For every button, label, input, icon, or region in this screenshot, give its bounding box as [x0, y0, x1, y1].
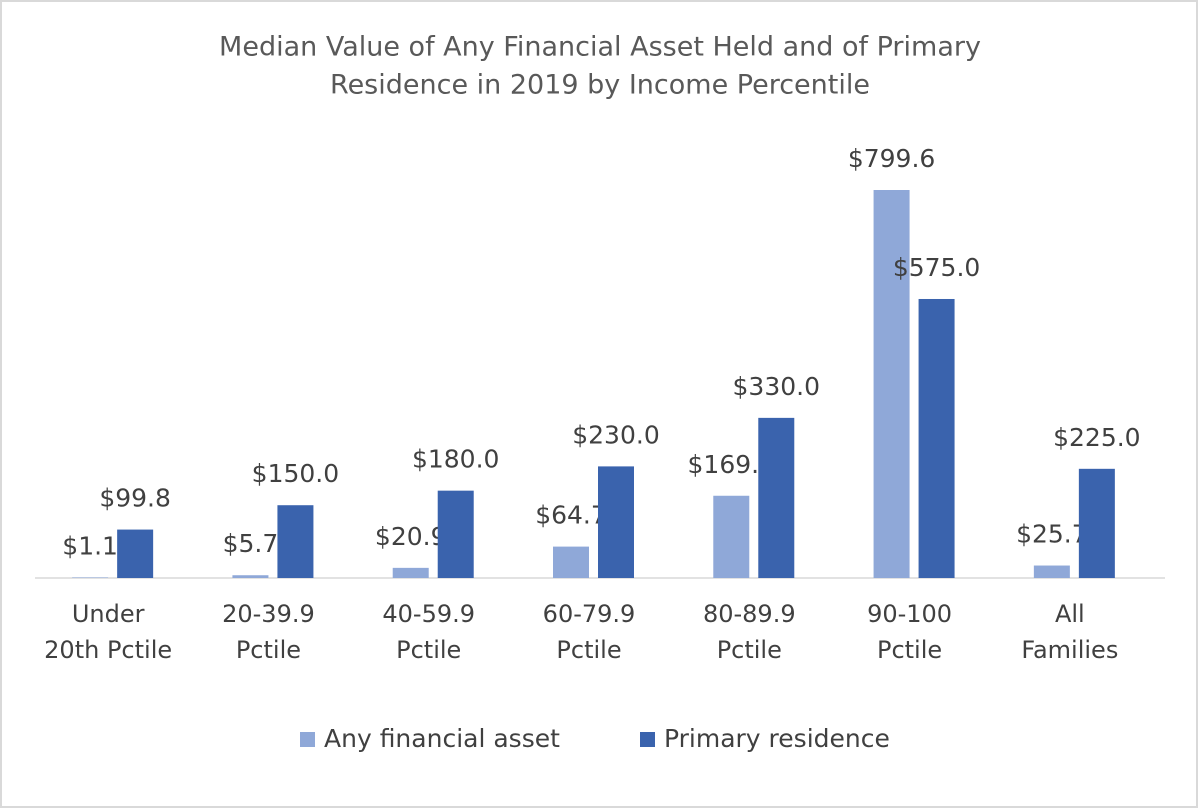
bar	[392, 567, 429, 578]
chart-title: Residence in 2019 by Income Percentile	[330, 70, 870, 101]
bar	[598, 466, 634, 578]
value-label: $575.0	[893, 253, 980, 282]
value-label: $20.9	[375, 522, 447, 551]
chart-title: Median Value of Any Financial Asset Held…	[219, 32, 981, 63]
x-tick-label: 20-39.9	[222, 600, 315, 628]
bar	[277, 505, 314, 578]
value-label: $64.7	[535, 501, 607, 530]
x-tick-label: 80-89.9	[703, 600, 796, 628]
value-label: $180.0	[412, 445, 499, 474]
x-tick-label: Pctile	[236, 636, 301, 664]
x-tick-label: 90-100	[867, 600, 952, 628]
bar	[1078, 468, 1115, 578]
bar	[232, 575, 269, 578]
x-tick-label: Under	[72, 600, 145, 628]
x-tick-label: 60-79.9	[543, 600, 636, 628]
x-tick-label: All	[1055, 600, 1085, 628]
value-label: $1.1	[62, 531, 118, 560]
x-tick-label: Pctile	[717, 636, 782, 664]
bar	[437, 490, 474, 578]
legend-label: Any financial asset	[324, 724, 560, 753]
bar	[918, 298, 955, 578]
bar	[117, 529, 154, 578]
x-tick-label: 20th Pctile	[44, 636, 172, 664]
value-label: $25.7	[1016, 520, 1088, 549]
x-tick-label: Families	[1021, 636, 1118, 664]
x-tick-label: Pctile	[877, 636, 942, 664]
bar	[553, 546, 589, 578]
x-tick-label: Pctile	[396, 636, 461, 664]
legend-label: Primary residence	[664, 724, 890, 753]
bar	[1033, 565, 1070, 578]
value-label: $150.0	[252, 459, 339, 488]
bar	[873, 190, 910, 578]
legend-swatch	[300, 732, 315, 747]
value-label: $330.0	[733, 372, 820, 401]
bar	[758, 417, 795, 578]
bar	[72, 577, 109, 578]
legend-swatch	[640, 732, 655, 747]
x-tick-label: 40-59.9	[382, 600, 475, 628]
value-label: $99.8	[99, 484, 171, 513]
value-label: $799.6	[848, 144, 935, 173]
value-label: $5.7	[223, 529, 279, 558]
value-label: $230.0	[572, 420, 659, 449]
x-tick-label: Pctile	[556, 636, 621, 664]
value-label: $225.0	[1053, 423, 1140, 452]
bar	[713, 495, 750, 578]
